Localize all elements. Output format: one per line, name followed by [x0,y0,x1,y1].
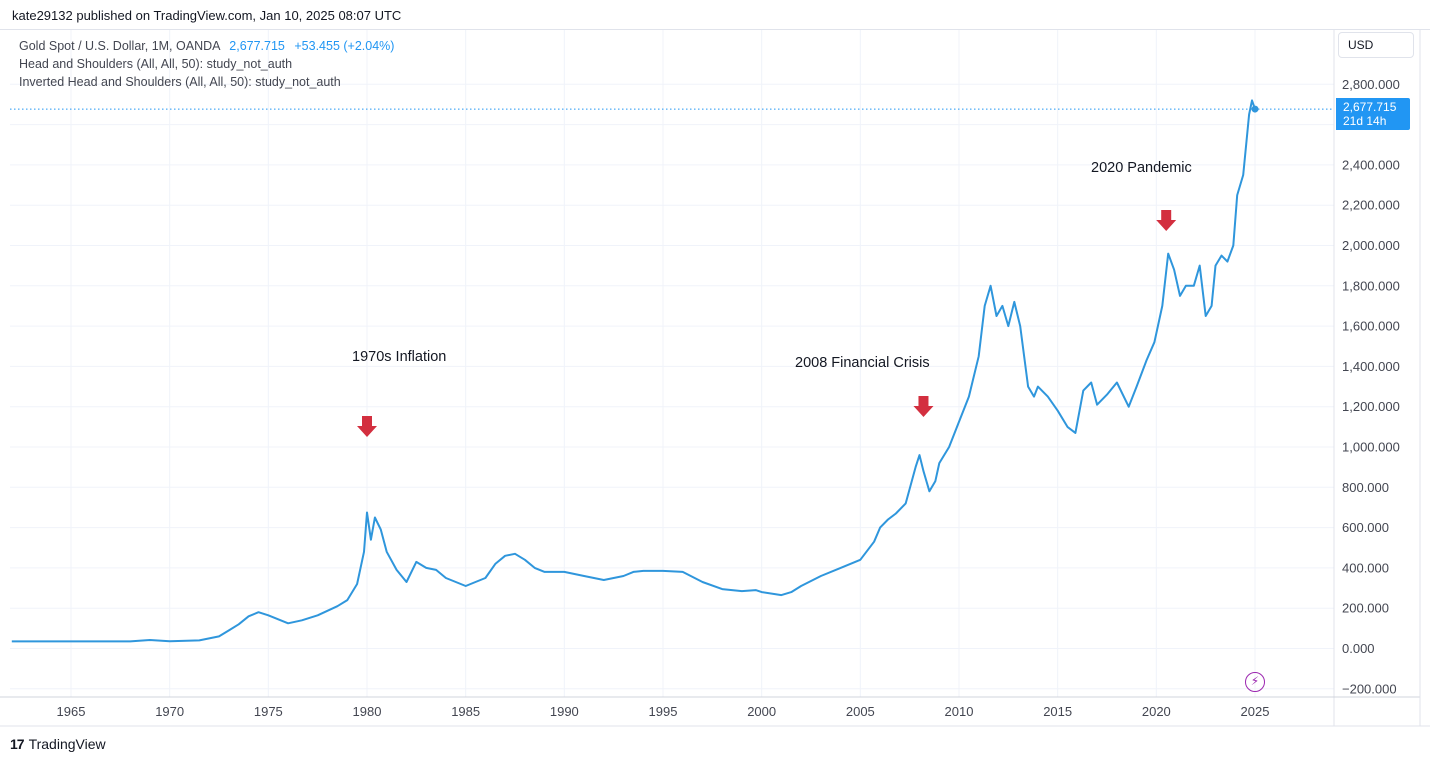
chart-legend: Gold Spot / U.S. Dollar, 1M, OANDA 2,677… [19,37,394,91]
down-arrow-icon [913,396,934,417]
tradingview-logo-icon: 17 [10,736,25,752]
last-price-value: 2,677.715 [1343,100,1397,114]
legend-symbol-row[interactable]: Gold Spot / U.S. Dollar, 1M, OANDA 2,677… [19,37,394,55]
legend-symbol: Gold Spot / U.S. Dollar, 1M, OANDA [19,39,220,53]
x-tick-label: 1995 [649,704,678,719]
down-arrow-icon [1156,210,1177,231]
y-tick-label: 1,600.000 [1342,319,1400,334]
down-arrow-icon [357,416,377,437]
y-tick-label: 1,000.000 [1342,440,1400,455]
y-tick-label: 1,400.000 [1342,359,1400,374]
y-tick-label: 2,000.000 [1342,238,1400,253]
x-tick-label: 2010 [945,704,974,719]
last-price-dot [1251,105,1259,113]
legend-price: 2,677.715 [229,39,285,53]
x-tick-label: 2020 [1142,704,1171,719]
x-tick-label: 2015 [1043,704,1072,719]
currency-button[interactable]: USD [1338,32,1414,58]
last-price-tag: 2,677.715 21d 14h [1336,98,1410,130]
annotation-2020-pandemic: 2020 Pandemic [1091,160,1192,176]
publisher-text: kate29132 published on TradingView.com, … [12,8,402,23]
y-tick-label: −200.000 [1342,681,1397,696]
brand-name: TradingView [28,736,106,752]
legend-change: +53.455 (+2.04%) [294,39,395,53]
gold-price-line [11,99,1256,643]
footer: 17 TradingView [0,726,1430,762]
publisher-bar: kate29132 published on TradingView.com, … [0,0,1430,30]
x-tick-label: 1970 [155,704,184,719]
x-tick-label: 1985 [451,704,480,719]
y-tick-label: 400.000 [1342,560,1389,575]
x-tick-label: 1980 [353,704,382,719]
x-tick-label: 2000 [747,704,776,719]
annotation-2008-financial-crisis: 2008 Financial Crisis [795,355,930,371]
legend-study-head-and-shoulders[interactable]: Head and Shoulders (All, All, 50): study… [19,57,293,71]
y-tick-label: 200.000 [1342,601,1389,616]
annotation-1970s-inflation: 1970s Inflation [352,349,447,365]
y-tick-label: 0.000 [1342,641,1375,656]
legend-study-inverted-head-and-shoulders[interactable]: Inverted Head and Shoulders (All, All, 5… [19,75,341,89]
bar-countdown: 21d 14h [1343,114,1387,128]
y-tick-label: 2,400.000 [1342,157,1400,172]
x-tick-label: 2025 [1241,704,1270,719]
x-tick-label: 2005 [846,704,875,719]
y-tick-label: 600.000 [1342,520,1389,535]
x-tick-label: 1990 [550,704,579,719]
y-tick-label: 1,800.000 [1342,278,1400,293]
y-tick-label: 2,800.000 [1342,77,1400,92]
bolt-icon[interactable]: ⚡ [1245,672,1265,692]
y-tick-label: 1,200.000 [1342,399,1400,414]
x-tick-label: 1975 [254,704,283,719]
brand[interactable]: 17 TradingView [10,736,106,752]
y-tick-label: 2,200.000 [1342,198,1400,213]
x-tick-label: 1965 [57,704,86,719]
y-tick-label: 800.000 [1342,480,1389,495]
